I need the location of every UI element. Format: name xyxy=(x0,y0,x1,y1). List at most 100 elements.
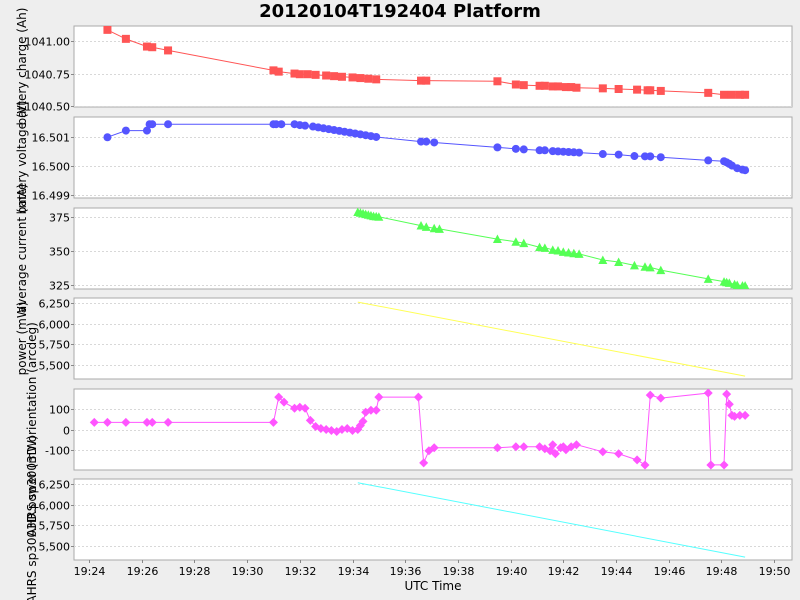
data-point xyxy=(645,390,655,400)
data-point xyxy=(147,417,157,427)
y-tick-label: 6,000 xyxy=(39,500,71,513)
data-point xyxy=(574,249,584,258)
y-tick-label: 325 xyxy=(49,280,70,293)
data-point xyxy=(417,76,426,85)
data-point xyxy=(722,389,732,399)
data-point xyxy=(724,278,734,287)
data-point xyxy=(704,88,713,97)
data-point xyxy=(142,417,152,427)
panel-average-current: 375 350 325 average current (mA) xyxy=(15,184,793,313)
plot-area xyxy=(73,207,793,290)
y-tick-label: 0 xyxy=(63,425,70,438)
data-point xyxy=(358,416,368,426)
data-point xyxy=(103,133,112,142)
data-point xyxy=(571,440,581,450)
data-point xyxy=(561,83,570,92)
series-battery-voltage xyxy=(103,120,750,175)
data-point xyxy=(569,248,579,258)
data-point xyxy=(421,222,431,231)
data-point xyxy=(322,71,331,80)
data-point xyxy=(614,150,623,159)
y-tick-label: 350 xyxy=(49,246,70,259)
data-point xyxy=(656,153,665,162)
y-tick-label: 375 xyxy=(49,212,70,225)
data-point xyxy=(422,137,431,146)
y-tick-label: 16.501 xyxy=(32,132,71,145)
data-point xyxy=(142,126,151,135)
x-tick-label: 19:28 xyxy=(179,565,211,578)
data-point xyxy=(567,83,576,92)
y-axis-label: battery voltage (V) xyxy=(15,101,29,215)
x-tick-label: 19:36 xyxy=(390,565,422,578)
x-tick-label: 19:46 xyxy=(654,565,686,578)
y-tick-label: 6,250 xyxy=(39,479,71,492)
data-point xyxy=(640,262,650,271)
x-tick-label: 19:44 xyxy=(601,565,633,578)
data-point xyxy=(646,152,655,161)
data-point xyxy=(740,281,750,289)
chart-title: 20120104T192404 Platform xyxy=(259,1,541,22)
data-point xyxy=(103,26,112,34)
data-point xyxy=(374,212,384,221)
data-point xyxy=(356,74,365,83)
data-point xyxy=(511,80,520,89)
data-point xyxy=(330,72,339,81)
data-point xyxy=(429,223,439,233)
data-point xyxy=(630,152,639,161)
y-tick-label: 1041.00 xyxy=(25,36,71,49)
x-tick-label: 19:24 xyxy=(74,565,106,578)
data-point xyxy=(633,85,642,94)
y-axis-label: power (mW) xyxy=(15,302,29,376)
data-point xyxy=(598,84,607,93)
data-point xyxy=(558,247,568,256)
data-point xyxy=(492,234,502,244)
y-tick-label: 5,500 xyxy=(39,360,71,373)
data-point xyxy=(277,120,286,129)
x-tick-label: 19:26 xyxy=(127,565,159,578)
data-point xyxy=(519,238,529,248)
y-tick-label: 5,750 xyxy=(39,339,71,352)
data-point xyxy=(164,120,173,129)
data-point xyxy=(337,72,346,81)
data-point xyxy=(540,243,550,252)
x-axis: 19:24 19:26 19:28 19:30 19:32 19:34 19:36 19:38… xyxy=(74,560,790,593)
data-point xyxy=(575,148,584,157)
data-point xyxy=(511,442,521,452)
series-line xyxy=(357,301,746,377)
y-tick-label: -100 xyxy=(45,445,70,458)
data-point xyxy=(740,410,750,420)
y-tick-label: 6,250 xyxy=(39,298,71,311)
data-point xyxy=(550,449,560,459)
data-point xyxy=(434,224,444,233)
data-point xyxy=(646,86,655,95)
data-point xyxy=(548,245,558,254)
x-tick-label: 19:38 xyxy=(443,565,475,578)
data-point xyxy=(727,90,736,99)
data-point xyxy=(493,77,502,86)
data-point xyxy=(290,69,299,78)
data-point xyxy=(598,447,608,457)
data-point xyxy=(519,81,528,90)
data-point xyxy=(735,90,744,99)
data-point xyxy=(163,417,173,427)
data-point xyxy=(656,265,666,275)
x-tick-label: 19:32 xyxy=(285,565,317,578)
data-point xyxy=(548,82,557,91)
data-point xyxy=(706,460,716,470)
data-point xyxy=(535,81,544,90)
data-point xyxy=(540,81,549,90)
y-tick-label: 16.500 xyxy=(32,161,71,174)
y-axis-label: average current (mA) xyxy=(15,184,29,313)
data-point xyxy=(629,260,639,270)
y-tick-label: 1040.50 xyxy=(25,101,71,114)
data-point xyxy=(645,262,655,272)
data-point xyxy=(704,156,713,165)
data-point xyxy=(148,120,157,129)
data-point xyxy=(303,70,312,79)
y-tick-label: 100 xyxy=(49,404,70,417)
y-axis-label: AHRS sp3003D.orientation (arcdeg) xyxy=(25,322,39,537)
data-point xyxy=(656,393,666,403)
